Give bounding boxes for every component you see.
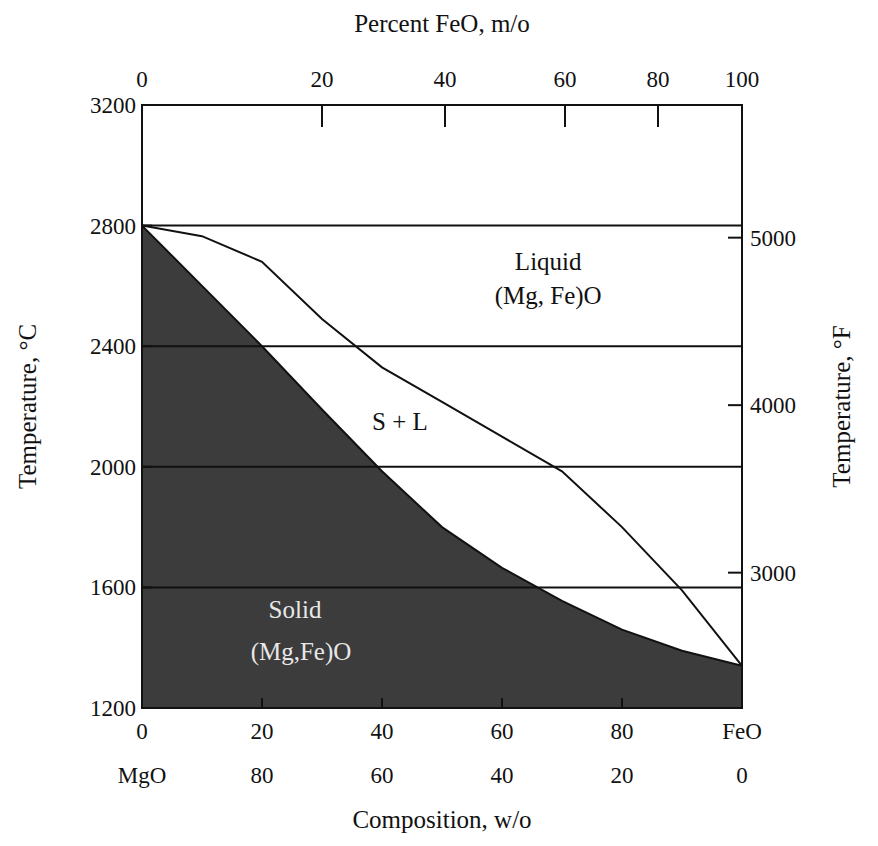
top-x-tick — [657, 105, 659, 127]
plot-frame — [142, 105, 742, 708]
y-label: Temperature, °C — [14, 324, 41, 489]
y-tick-label: 2000 — [90, 455, 136, 480]
y2-tick — [728, 572, 742, 574]
x2-tick-label: 0 — [736, 763, 748, 788]
y-tick-label: 2400 — [90, 334, 136, 359]
x2-tick-label: 20 — [611, 763, 634, 788]
top-x-tick — [321, 105, 323, 127]
x-tick — [381, 698, 383, 708]
x-label: Composition, w/o — [352, 806, 531, 833]
top-x-tick — [564, 105, 566, 127]
x-tick-label: 80 — [611, 719, 634, 744]
y-tick — [142, 586, 152, 588]
y2-tick — [728, 404, 742, 406]
top-x-tick — [741, 105, 743, 127]
data-group — [142, 226, 742, 708]
grid-line — [142, 586, 742, 588]
x2-tick-label: 40 — [491, 763, 514, 788]
x-tick — [621, 698, 623, 708]
annotation: (Mg, Fe)O — [495, 282, 602, 310]
x-tick — [741, 698, 743, 708]
x2-tick-label: 80 — [251, 763, 274, 788]
chart: 1200160020002400280032003000400050000204… — [0, 0, 878, 846]
annotation: Liquid — [515, 248, 582, 275]
y-tick — [142, 104, 152, 106]
top-x-tick-label: 0 — [136, 67, 148, 92]
solidus-line — [142, 226, 742, 666]
y2-tick-label: 4000 — [750, 393, 796, 418]
y-tick — [142, 345, 152, 347]
y-tick — [142, 707, 152, 709]
grid-line — [142, 225, 742, 227]
x-tick-label: 40 — [371, 719, 394, 744]
y-tick — [142, 466, 152, 468]
solid-region — [142, 226, 742, 708]
top-x-tick-label: 60 — [554, 67, 577, 92]
x-tick-label: 60 — [491, 719, 514, 744]
y2-tick-label: 3000 — [750, 561, 796, 586]
annotation: Solid — [269, 596, 322, 623]
y-tick-label: 2800 — [90, 214, 136, 239]
grid-line — [142, 466, 742, 468]
y2-tick — [728, 237, 742, 239]
y-tick-label: 1200 — [90, 696, 136, 721]
y2-tick-label: 5000 — [750, 226, 796, 251]
x-tick — [501, 698, 503, 708]
x2-tick-label: MgO — [118, 763, 167, 788]
annotation: S + L — [372, 408, 428, 435]
x-tick-label: 20 — [251, 719, 274, 744]
x-tick-label: FeO — [722, 719, 762, 744]
y-tick — [142, 225, 152, 227]
top-x-tick-label: 80 — [647, 67, 670, 92]
top-x-tick — [141, 105, 143, 127]
annotation: (Mg,Fe)O — [251, 638, 352, 666]
top-x-tick-label: 40 — [434, 67, 457, 92]
top-x-label: Percent FeO, m/o — [354, 10, 530, 37]
y2-label: Temperature, °F — [828, 325, 855, 487]
x-tick — [261, 698, 263, 708]
y-tick-label: 3200 — [90, 93, 136, 118]
x-tick — [141, 698, 143, 708]
x-tick-label: 0 — [136, 719, 148, 744]
grid-line — [142, 345, 742, 347]
top-x-tick — [444, 105, 446, 127]
x2-tick-label: 60 — [371, 763, 394, 788]
y-tick-label: 1600 — [90, 575, 136, 600]
top-x-tick-label: 100 — [725, 67, 760, 92]
top-x-tick-label: 20 — [311, 67, 334, 92]
